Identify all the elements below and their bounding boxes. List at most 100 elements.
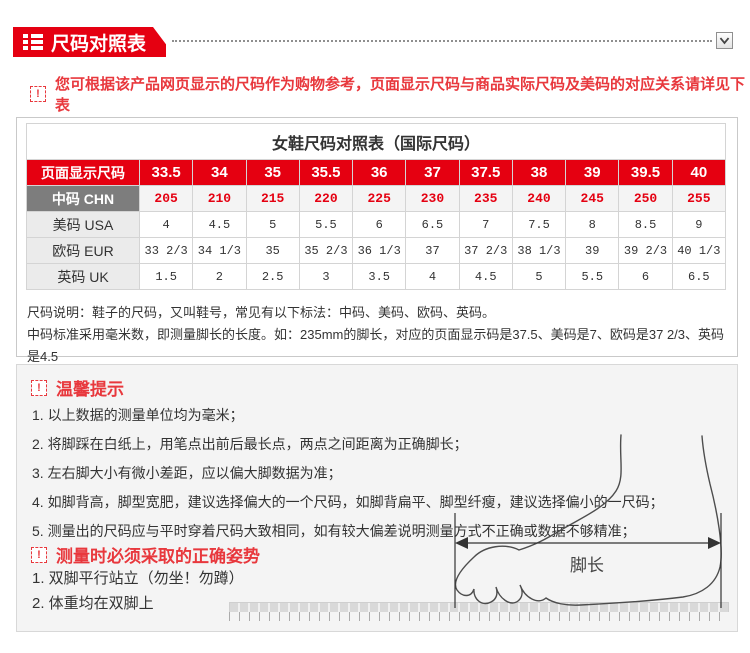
- size-cell: 1.5: [138, 263, 194, 290]
- size-cell: 35.5: [298, 159, 354, 186]
- size-cell: 35: [245, 237, 300, 264]
- size-cell: 215: [245, 185, 300, 212]
- size-cell: 225: [352, 185, 407, 212]
- size-cell: 8.5: [618, 211, 673, 238]
- size-cell: 2: [192, 263, 247, 290]
- row-label: 欧码 EUR: [26, 237, 140, 264]
- foot-length-label: 脚长: [570, 556, 604, 575]
- size-cell: 35 2/3: [298, 237, 354, 264]
- size-cell: 39 2/3: [618, 237, 673, 264]
- size-cell: 4.5: [458, 263, 513, 290]
- size-cell: 6.5: [405, 211, 460, 238]
- tips-list: 1. 以上数据的测量单位均为毫米； 2. 将脚踩在白纸上，用笔点出前后最长点，两…: [32, 401, 672, 546]
- foot-length-dimension: [454, 513, 722, 608]
- exclamation-icon: !: [31, 546, 47, 563]
- exclamation-icon: !: [30, 86, 46, 102]
- size-cell: 7.5: [511, 211, 567, 238]
- size-cell: 235: [458, 185, 513, 212]
- foot-diagram: 脚长: [454, 434, 722, 608]
- size-cell: 230: [405, 185, 460, 212]
- table-row-usa: 美码 USA 4 4.5 5 5.5 6 6.5 7 7.5 8 8.5 9: [26, 211, 727, 238]
- size-note-line1: 尺码说明：鞋子的尺码，又叫鞋号，常见有以下标法：中码、美码、欧码、英码。: [27, 305, 496, 320]
- ruler: [229, 602, 729, 621]
- size-cell: 40: [671, 159, 727, 186]
- size-cell: 4: [405, 263, 460, 290]
- size-cell: 36 1/3: [352, 237, 407, 264]
- size-cell: 38: [511, 159, 567, 186]
- size-cell: 34: [192, 159, 247, 186]
- size-cell: 37.5: [458, 159, 513, 186]
- size-cell: 2.5: [245, 263, 300, 290]
- size-cell: 4: [138, 211, 194, 238]
- size-table-panel: 女鞋尺码对照表（国际尺码） 页面显示尺码 33.5 34 35 35.5 36 …: [16, 117, 738, 364]
- size-cell: 36: [352, 159, 407, 186]
- tips-panel: ! 温馨提示 1. 以上数据的测量单位均为毫米； 2. 将脚踩在白纸上，用笔点出…: [16, 364, 738, 632]
- posture-title-text: 测量时必须采取的正确姿势: [56, 547, 260, 566]
- row-label: 英码 UK: [26, 263, 140, 290]
- row-label: 页面显示尺码: [26, 159, 140, 186]
- size-cell: 37: [405, 237, 460, 264]
- ruler-band: [229, 602, 729, 612]
- posture-item: 1. 双脚平行站立（勿坐！勿蹲）: [32, 570, 244, 587]
- tip-item: 1. 以上数据的测量单位均为毫米；: [32, 407, 244, 423]
- foot-outline: [454, 434, 722, 606]
- row-label: 中码 CHN: [26, 185, 140, 212]
- table-row-eur: 欧码 EUR 33 2/3 34 1/3 35 35 2/3 36 1/3 37…: [26, 237, 727, 264]
- size-cell: 250: [618, 185, 673, 212]
- size-cell: 40 1/3: [671, 237, 727, 264]
- table-title-row: 女鞋尺码对照表（国际尺码）: [26, 123, 726, 160]
- size-cell: 39.5: [618, 159, 673, 186]
- size-cell: 240: [511, 185, 567, 212]
- tips-section-title: ! 温馨提示: [31, 375, 124, 400]
- size-cell: 35: [245, 159, 300, 186]
- size-cell: 38 1/3: [511, 237, 567, 264]
- size-note-line2: 中码标准采用毫米数，即测量脚长的长度。如：235mm的脚长，对应的页面显示码是3…: [27, 327, 725, 364]
- size-cell: 5: [511, 263, 567, 290]
- list-icon: [23, 33, 43, 51]
- size-cell: 6: [618, 263, 673, 290]
- size-cell: 4.5: [192, 211, 247, 238]
- table-title: 女鞋尺码对照表（国际尺码）: [26, 123, 726, 160]
- arrow-right-icon: [708, 537, 721, 549]
- size-cell: 33.5: [138, 159, 194, 186]
- size-cell: 245: [565, 185, 620, 212]
- size-cell: 37 2/3: [458, 237, 513, 264]
- size-cell: 3: [298, 263, 354, 290]
- size-cell: 6.5: [671, 263, 727, 290]
- size-cell: 5: [245, 211, 300, 238]
- dotted-divider: [172, 40, 712, 42]
- size-cell: 6: [352, 211, 407, 238]
- size-cell: 255: [671, 185, 727, 212]
- size-cell: 8: [565, 211, 620, 238]
- posture-list: 1. 双脚平行站立（勿坐！勿蹲） 2. 体重均在双脚上: [32, 566, 244, 616]
- tip-item: 5. 测量出的尺码应与平时穿着尺码大致相同，如有较大偏差说明测量方式不正确或数据…: [32, 523, 636, 539]
- size-cell: 210: [192, 185, 247, 212]
- collapse-toggle-button[interactable]: [716, 32, 733, 49]
- ruler-ticks: [229, 612, 729, 621]
- size-note: 尺码说明：鞋子的尺码，又叫鞋号，常见有以下标法：中码、美码、欧码、英码。 中码标…: [27, 302, 727, 368]
- posture-section-title: ! 测量时必须采取的正确姿势: [31, 542, 260, 567]
- section-title: 尺码对照表: [51, 33, 147, 55]
- size-cell: 37: [405, 159, 460, 186]
- tip-item: 2. 将脚踩在白纸上，用笔点出前后最长点，两点之间距离为正确脚长；: [32, 436, 468, 452]
- row-label: 美码 USA: [26, 211, 140, 238]
- arrow-left-icon: [455, 537, 468, 549]
- purchase-notice: ! 您可根据该产品网页显示的尺码作为购物参考，页面显示尺码与商品实际尺码及美码的…: [30, 73, 750, 115]
- size-cell: 33 2/3: [138, 237, 194, 264]
- tip-item: 4. 如脚背高，脚型宽肥，建议选择偏大的一个尺码，如脚背扁平、脚型纤瘦，建议选择…: [32, 494, 664, 510]
- size-cell: 5.5: [298, 211, 354, 238]
- size-cell: 220: [298, 185, 354, 212]
- size-cell: 205: [138, 185, 194, 212]
- tip-item: 3. 左右脚大小有微小差距，应以偏大脚数据为准；: [32, 465, 342, 481]
- notice-text: 您可根据该产品网页显示的尺码作为购物参考，页面显示尺码与商品实际尺码及美码的对应…: [55, 76, 746, 114]
- size-table: 女鞋尺码对照表（国际尺码） 页面显示尺码 33.5 34 35 35.5 36 …: [26, 123, 727, 290]
- size-cell: 34 1/3: [192, 237, 247, 264]
- table-row-uk: 英码 UK 1.5 2 2.5 3 3.5 4 4.5 5 5.5 6 6.5: [26, 263, 727, 290]
- chevron-down-icon: [719, 37, 730, 45]
- size-cell: 9: [671, 211, 727, 238]
- size-cell: 3.5: [352, 263, 407, 290]
- exclamation-icon: !: [31, 379, 47, 396]
- size-cell: 7: [458, 211, 513, 238]
- section-header-badge: 尺码对照表: [13, 27, 166, 57]
